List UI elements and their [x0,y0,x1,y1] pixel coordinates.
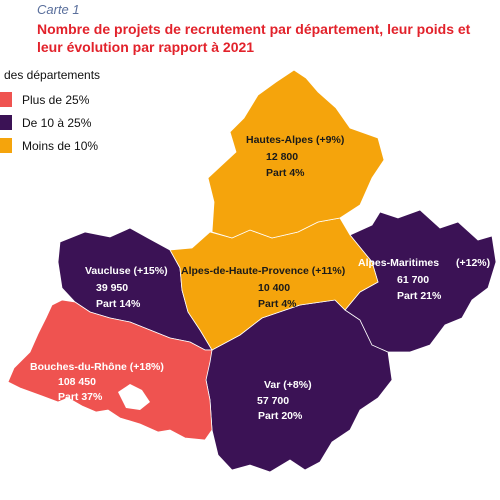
legend-label: De 10 à 25% [22,115,92,130]
legend-swatch [0,138,12,153]
bouches-du-rhone-share: Part 37% [58,391,103,403]
vaucluse-count: 39 950 [96,282,128,294]
label-alpes-de-haute-provence: Alpes-de-Haute-Provence (+11%) 10 400 Pa… [181,265,345,310]
var-count: 57 700 [257,395,289,407]
alpes-hp-share: Part 4% [258,298,297,310]
legend-label: Plus de 25% [22,92,90,107]
var-share: Part 20% [258,410,303,422]
alpes-maritimes-evolution: (+12%) [456,257,490,269]
map-caption: Carte 1 [37,2,80,17]
legend-item: Moins de 10% [0,134,100,157]
vaucluse-share: Part 14% [96,298,141,310]
alpes-maritimes-count: 61 700 [397,274,429,286]
legend-label: Moins de 10% [22,138,99,153]
bouches-du-rhone-count: 108 450 [58,376,96,388]
dept-hautes-alpes[interactable] [207,69,385,239]
label-vaucluse: Vaucluse (+15%) 39 950 Part 14% [85,265,168,310]
legend: des départements Plus de 25% De 10 à 25%… [0,68,100,157]
alpes-maritimes-share: Part 21% [397,290,442,302]
coast-gap [118,384,150,410]
legend-title: des départements [4,68,101,82]
bouches-du-rhone-name: Bouches-du-Rhône (+18%) [30,361,164,373]
var-name: Var (+8%) [264,379,312,391]
label-var: Var (+8%) 57 700 Part 20% [257,379,312,422]
map-title: Nombre de projets de recrutement par dép… [37,21,471,55]
vaucluse-name: Vaucluse (+15%) [85,265,168,277]
label-bouches-du-rhone: Bouches-du-Rhône (+18%) 108 450 Part 37% [30,361,164,403]
legend-item: Plus de 25% [0,88,100,111]
alpes-maritimes-name: Alpes-Maritimes [358,257,439,269]
legend-swatch [0,115,12,130]
hautes-alpes-name: Hautes-Alpes (+9%) [246,134,344,146]
dept-bouches-du-rhone[interactable] [7,299,213,441]
hautes-alpes-count: 12 800 [266,151,298,163]
legend-swatch [0,92,12,107]
label-alpes-maritimes: Alpes-Maritimes (+12%) 61 700 Part 21% [358,257,490,302]
hautes-alpes-share: Part 4% [266,167,305,179]
alpes-hp-name: Alpes-de-Haute-Provence (+11%) [181,265,345,277]
legend-item: De 10 à 25% [0,111,100,134]
alpes-hp-count: 10 400 [258,282,290,294]
label-hautes-alpes: Hautes-Alpes (+9%) 12 800 Part 4% [246,134,344,179]
